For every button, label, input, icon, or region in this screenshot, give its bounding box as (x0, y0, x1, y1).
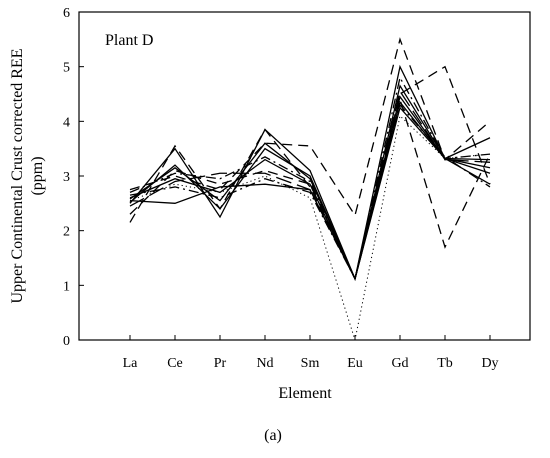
y-tick-label: 0 (63, 334, 70, 349)
x-axis-title: Element (278, 385, 332, 402)
x-tick-label: Pr (214, 356, 227, 371)
y-tick-label: 1 (63, 279, 70, 294)
y-tick-label: 3 (63, 170, 70, 185)
series-line-6 (129, 37, 491, 217)
x-axis: La Ce Pr Nd Sm Eu Gd Tb Dy (123, 335, 499, 371)
series-line-12 (129, 114, 491, 341)
y-tick-label: 6 (63, 6, 70, 21)
x-tick-label: Tb (437, 356, 453, 371)
series-line-8 (129, 97, 491, 281)
series-line-11 (129, 89, 491, 281)
series-lines (129, 37, 491, 341)
series-line-3 (129, 84, 491, 281)
y-axis: 0 1 2 3 4 5 6 (63, 6, 84, 349)
x-tick-label: Ce (167, 356, 183, 371)
plot-title: Plant D (105, 32, 153, 49)
y-tick-label: 2 (63, 225, 70, 240)
y-axis-title-line2: (ppm) (29, 156, 46, 195)
figure-caption: (a) (264, 427, 282, 444)
series-line-4 (129, 64, 491, 281)
x-tick-label: Dy (481, 356, 498, 371)
y-tick-label: 5 (63, 61, 70, 76)
series-line-7 (129, 65, 491, 281)
x-tick-label: Gd (391, 356, 408, 371)
series-line-2 (129, 95, 491, 281)
series-line-9 (129, 103, 491, 281)
series-line-10 (129, 75, 491, 281)
x-tick-label: Nd (256, 356, 273, 371)
plot-frame (78, 11, 531, 341)
y-axis-title-line1: Upper Continental Crust corrected REE (9, 48, 26, 303)
x-tick-label: Eu (347, 356, 363, 371)
x-tick-label: La (123, 356, 139, 371)
x-tick-label: Sm (301, 356, 320, 371)
y-tick-label: 4 (63, 115, 70, 130)
